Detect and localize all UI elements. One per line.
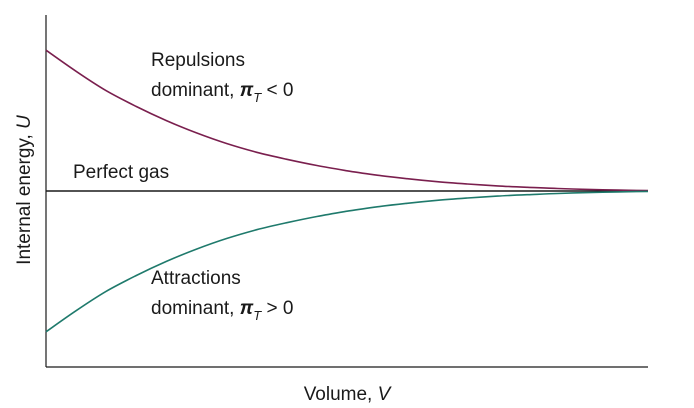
attractions-pi-symbol: π <box>240 298 254 319</box>
attractions-pi-subscript: T <box>253 308 262 323</box>
y-axis-label-text: Internal energy, <box>14 129 35 265</box>
repulsions-relation: < 0 <box>261 80 293 101</box>
attractions-label-line2: dominant, πT > 0 <box>151 298 293 323</box>
repulsions-pi-subscript: T <box>253 90 262 105</box>
perfect-gas-label: Perfect gas <box>73 162 169 183</box>
repulsions-label-line1: Repulsions <box>151 50 245 71</box>
attractions-curve <box>45 190 649 333</box>
y-axis-label-variable: U <box>14 115 35 129</box>
repulsions-dominant-text: dominant, <box>151 80 240 101</box>
attractions-relation: > 0 <box>261 298 293 319</box>
repulsions-label-line2: dominant, πT < 0 <box>151 80 293 105</box>
repulsions-pi-symbol: π <box>240 80 254 101</box>
x-axis-label-variable: V <box>378 384 393 405</box>
series-layer <box>45 49 649 333</box>
repulsions-curve <box>45 49 649 192</box>
x-axis-label: Volume, V <box>304 384 393 405</box>
x-axis-label-text: Volume, <box>304 384 378 405</box>
y-axis-label: Internal energy, U <box>14 115 35 265</box>
attractions-dominant-text: dominant, <box>151 298 240 319</box>
attractions-label-line1: Attractions <box>151 268 241 289</box>
